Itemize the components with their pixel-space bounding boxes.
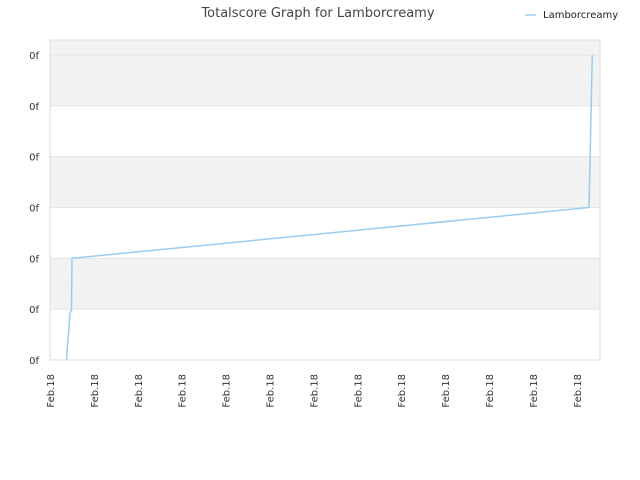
- x-tick-label: Feb.18: [46, 374, 57, 408]
- series-layer: [65, 54, 594, 361]
- chart-title: Totalscore Graph for Lamborcreamy: [200, 6, 434, 21]
- y-axis-ticks: 0f 0f 0f 0f 0f 0f 0f: [29, 51, 39, 367]
- y-tick-label: 0f: [29, 153, 39, 164]
- y-tick-label: 0f: [29, 356, 39, 367]
- plot-band: [50, 55, 600, 106]
- y-tick-label: 0f: [29, 51, 39, 62]
- x-tick-label: Feb.18: [309, 374, 320, 408]
- x-axis-ticks: Feb.18 Feb.18 Feb.18 Feb.18 Feb.18 Feb.18 Feb.…: [46, 374, 584, 408]
- plot-area-border: [49, 39, 601, 361]
- y-tick-label: 0f: [29, 305, 39, 316]
- x-tick-label: Feb.18: [266, 374, 277, 408]
- legend-label: Lamborcreamy: [543, 10, 618, 21]
- legend: Lamborcreamy: [525, 10, 618, 21]
- x-tick-label: Feb.18: [90, 374, 101, 408]
- plot-band: [50, 156, 600, 208]
- x-tick-label: Feb.18: [441, 374, 452, 408]
- x-tick-label: Feb.18: [134, 374, 145, 408]
- x-tick-label: Feb.18: [529, 374, 540, 408]
- y-tick-label: 0f: [29, 254, 39, 265]
- series-line: [65, 54, 594, 361]
- plot-band: [50, 258, 600, 310]
- x-tick-label: Feb.18: [353, 374, 364, 408]
- x-tick-label: Feb.18: [485, 374, 496, 408]
- plot-band: [50, 40, 600, 55]
- x-tick-label: Feb.18: [222, 374, 233, 408]
- y-tick-label: 0f: [29, 102, 39, 113]
- x-tick-label: Feb.18: [397, 374, 408, 408]
- x-tick-label: Feb.18: [178, 374, 189, 408]
- y-tick-label: 0f: [29, 204, 39, 215]
- plot-bands: [50, 40, 600, 361]
- x-tick-label: Feb.18: [573, 374, 584, 408]
